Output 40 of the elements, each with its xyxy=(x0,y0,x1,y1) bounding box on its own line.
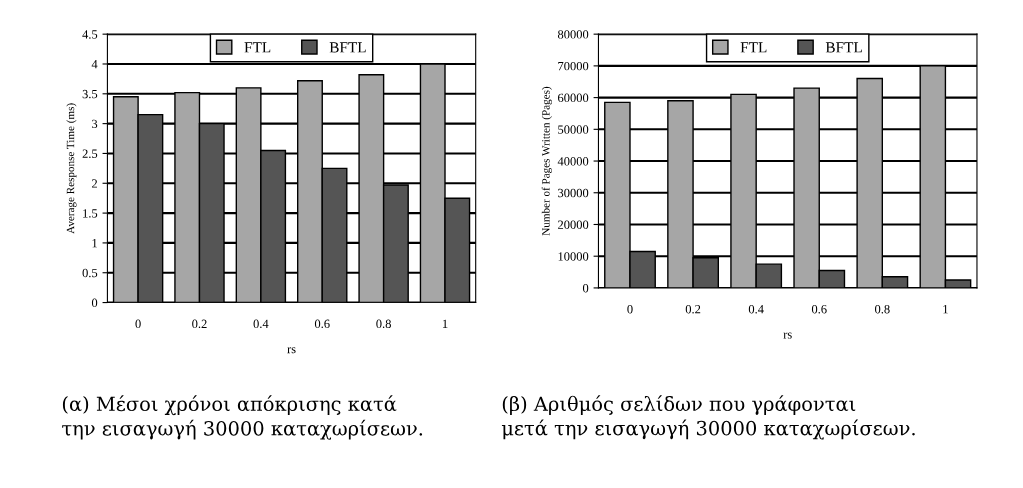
x-tick-label: 1 xyxy=(442,319,448,328)
legend-label: FTL xyxy=(740,42,767,53)
y-axis-title: Number of Pages Written (Pages) xyxy=(541,86,552,236)
y-tick-label: 20000 xyxy=(558,220,589,229)
x-axis-title: rs xyxy=(287,347,296,354)
x-tick-label: 0.8 xyxy=(376,319,391,329)
y-tick-label: 70000 xyxy=(558,61,589,71)
y-tick-label: 60000 xyxy=(558,93,589,103)
text: (α) Μέσοι χρόνοι απόκρισης κατά την εισαγωγή 30000 καταχωρίσεων. xyxy=(62,395,423,440)
y-tick-label: 80000 xyxy=(557,30,589,39)
y-tick-label: 10000 xyxy=(558,252,589,261)
y-tick-label: 2 xyxy=(91,179,97,188)
y-tick-label: 30000 xyxy=(558,188,589,198)
y-tick-label: 1.5 xyxy=(83,209,98,218)
x-tick-label: 0.6 xyxy=(314,319,330,329)
x-tick-label: 0 xyxy=(627,304,633,314)
legend-label: FTL xyxy=(244,42,271,53)
y-tick-label: 3 xyxy=(92,119,98,129)
x-tick-label: 0 xyxy=(135,319,141,329)
y-tick-label: 4.5 xyxy=(82,30,98,39)
x-tick-label: 0.4 xyxy=(748,304,764,314)
y-tick-label: 2.5 xyxy=(82,149,98,158)
y-tick-label: 0 xyxy=(582,283,589,293)
x-tick-label: 0.2 xyxy=(192,319,207,329)
x-tick-label: 0.8 xyxy=(875,304,890,314)
y-tick-label: 40000 xyxy=(557,157,589,166)
y-tick-label: 4 xyxy=(91,60,98,69)
x-tick-label: 1 xyxy=(943,305,948,314)
y-tick-label: 50000 xyxy=(558,125,589,134)
y-tick-label: 1 xyxy=(92,239,97,248)
legend-label: BFTL xyxy=(825,42,862,53)
x-axis-title: rs xyxy=(783,332,792,339)
y-tick-label: 3.5 xyxy=(82,89,98,99)
x-tick-label: 0.4 xyxy=(253,319,269,329)
x-tick-label: 0.2 xyxy=(685,304,701,314)
legend-label: BFTL xyxy=(329,42,366,53)
y-axis-title: Average Response Time (ms) xyxy=(66,103,77,234)
text: (β) Αριθμός σελίδων που γράφονται μετά την εισαγωγή 30000 καταχωρίσεων. xyxy=(501,395,915,440)
x-tick-label: 0.6 xyxy=(811,304,827,314)
y-tick-label: 0.5 xyxy=(82,268,98,278)
